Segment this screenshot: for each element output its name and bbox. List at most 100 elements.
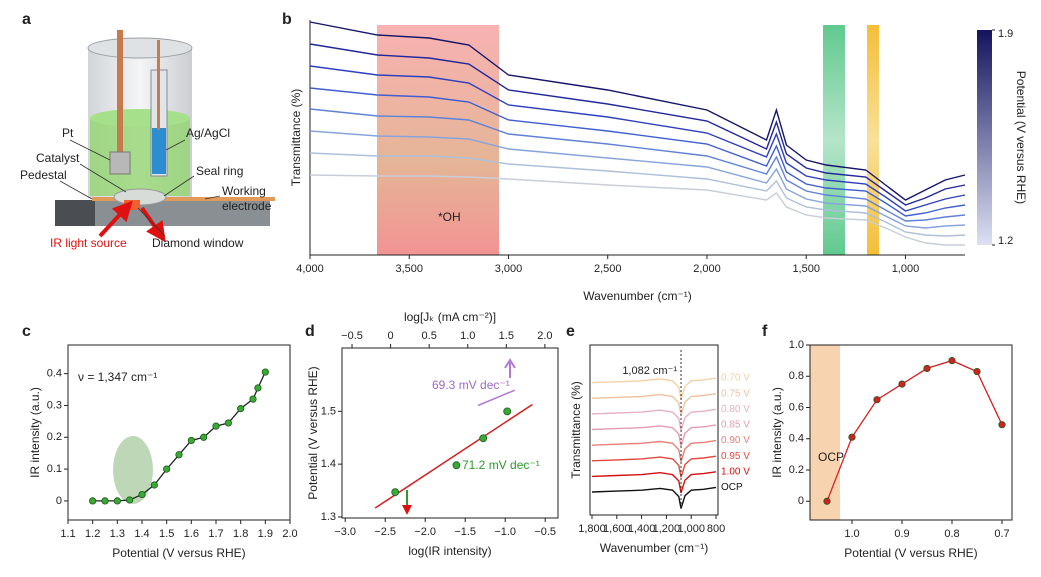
data-point: [823, 497, 831, 505]
data-point: [873, 396, 881, 404]
working-electrode: [92, 197, 275, 201]
data-point: [254, 384, 262, 392]
oh-band: [377, 25, 499, 255]
green-band: [823, 25, 845, 255]
spectrum: [591, 486, 717, 509]
ref-fill: [152, 128, 166, 174]
spectrum: [309, 152, 966, 237]
x-tick-label: −0.5: [534, 526, 556, 538]
y-tick-label: 1.5: [321, 405, 336, 417]
panel-letter: b: [282, 11, 292, 28]
x-tick-label: 1,000: [892, 263, 920, 275]
diagram-label: Seal ring: [196, 164, 243, 178]
x-tick-label: 1,600: [603, 523, 631, 535]
spectrum: [309, 87, 966, 217]
y-tick-label: 0.2: [47, 431, 62, 443]
data-point: [150, 481, 158, 489]
data-point: [391, 488, 400, 497]
annotation: ν = 1,347 cm⁻¹: [78, 370, 157, 384]
data-point: [89, 497, 97, 505]
plot-frame: [809, 344, 1013, 521]
x-axis-label: Potential (V versus RHE): [844, 546, 977, 560]
y-tick-label: 0: [798, 495, 804, 507]
colorbar-tick-label: 1.2: [998, 235, 1013, 247]
x-axis-label: log(IR intensity): [408, 544, 491, 558]
y-axis-label: IR intensity (a.u.): [28, 387, 42, 478]
panel-letter: c: [22, 323, 31, 340]
x-tick-label: 1,400: [628, 523, 656, 535]
diagram-label: Working: [222, 184, 266, 198]
y-axis-label: Transmittance (%): [289, 89, 303, 187]
x-tick-label: 1,000: [677, 523, 705, 535]
spectrum: [309, 65, 966, 212]
x-tick-label: 1.4: [134, 528, 149, 540]
series-label: 0.95 V: [721, 451, 750, 462]
annotation: 69.3 mV dec⁻¹: [432, 378, 510, 392]
panel-letter: e: [566, 323, 575, 340]
data-point: [212, 422, 220, 430]
x-axis-label: Wavenumber (cm⁻¹): [583, 289, 692, 303]
x-tick-label: 800: [707, 523, 725, 535]
spectrum: [591, 393, 717, 416]
panel-letter: f: [762, 323, 768, 340]
spectrum: [591, 455, 717, 478]
cell-schematic: Pt Ag/AgCl Catalyst Seal ring Pedestal W…: [20, 30, 275, 250]
ref-wire: [157, 40, 160, 130]
diagram-label: electrode: [222, 199, 272, 213]
diagram-label: Ag/AgCl: [186, 126, 230, 140]
x-tick-label: 1,800: [578, 523, 606, 535]
x-tick-label: −1.5: [454, 526, 476, 538]
x-tick-label: 1.9: [258, 528, 273, 540]
ocp-region: [810, 345, 840, 520]
x2-tick-label: 1.5: [499, 330, 514, 342]
data-point: [973, 367, 981, 376]
x-tick-label: 3,500: [395, 263, 423, 275]
annotation: *OH: [438, 210, 461, 224]
x-tick-label: 3,000: [495, 263, 523, 275]
leader-lines: [59, 139, 221, 237]
plot-frame: [67, 344, 291, 521]
leader: [204, 195, 221, 200]
data-point: [249, 395, 257, 403]
x-tick-label: 1,500: [792, 263, 820, 275]
spectrum: [591, 377, 717, 400]
data-point: [237, 405, 245, 413]
pedestal-side: [55, 200, 95, 226]
data-point: [948, 357, 956, 365]
x-tick-label: 1.8: [233, 528, 248, 540]
x-tick-label: −2.5: [374, 526, 396, 538]
electrolyte-top: [90, 109, 190, 127]
spectrum: [591, 408, 717, 431]
y-axis-label: IR intensity (a.u.): [770, 387, 784, 478]
diagram-label: Pedestal: [20, 168, 67, 182]
leader: [137, 207, 166, 237]
data-point: [261, 368, 269, 376]
spectrum: [591, 439, 717, 462]
series-label: 1.00 V: [721, 466, 750, 477]
x-tick-label: 0.7: [994, 528, 1009, 540]
series-label: 0.80 V: [721, 404, 750, 415]
y-axis-label: Transmittance (%): [569, 381, 583, 479]
electrolyte: [90, 118, 190, 196]
fit-line: [374, 403, 533, 509]
diagram-label: IR light source: [50, 236, 127, 250]
panel-letter: d: [305, 323, 315, 340]
ir-arrow-in: [98, 200, 133, 238]
diagram-label: Pt: [62, 126, 74, 140]
spectrum: [309, 108, 966, 222]
data-point: [452, 461, 461, 470]
x-tick-label: 1.5: [159, 528, 174, 540]
arrow: [504, 358, 516, 378]
series-label: 0.90 V: [721, 435, 750, 446]
x-tick-label: −1.0: [494, 526, 516, 538]
data-point: [503, 407, 512, 416]
colorbar: [977, 30, 992, 245]
y-tick-label: 0.1: [47, 463, 62, 475]
data-point: [113, 497, 121, 505]
y-axis-label: Potential (V versus RHE): [306, 366, 320, 499]
x-tick-label: 2.0: [282, 528, 297, 540]
spectrum: [309, 21, 966, 201]
onset-highlight: [113, 436, 153, 504]
reference-line: [477, 389, 516, 407]
x2-tick-label: 0: [388, 330, 394, 342]
